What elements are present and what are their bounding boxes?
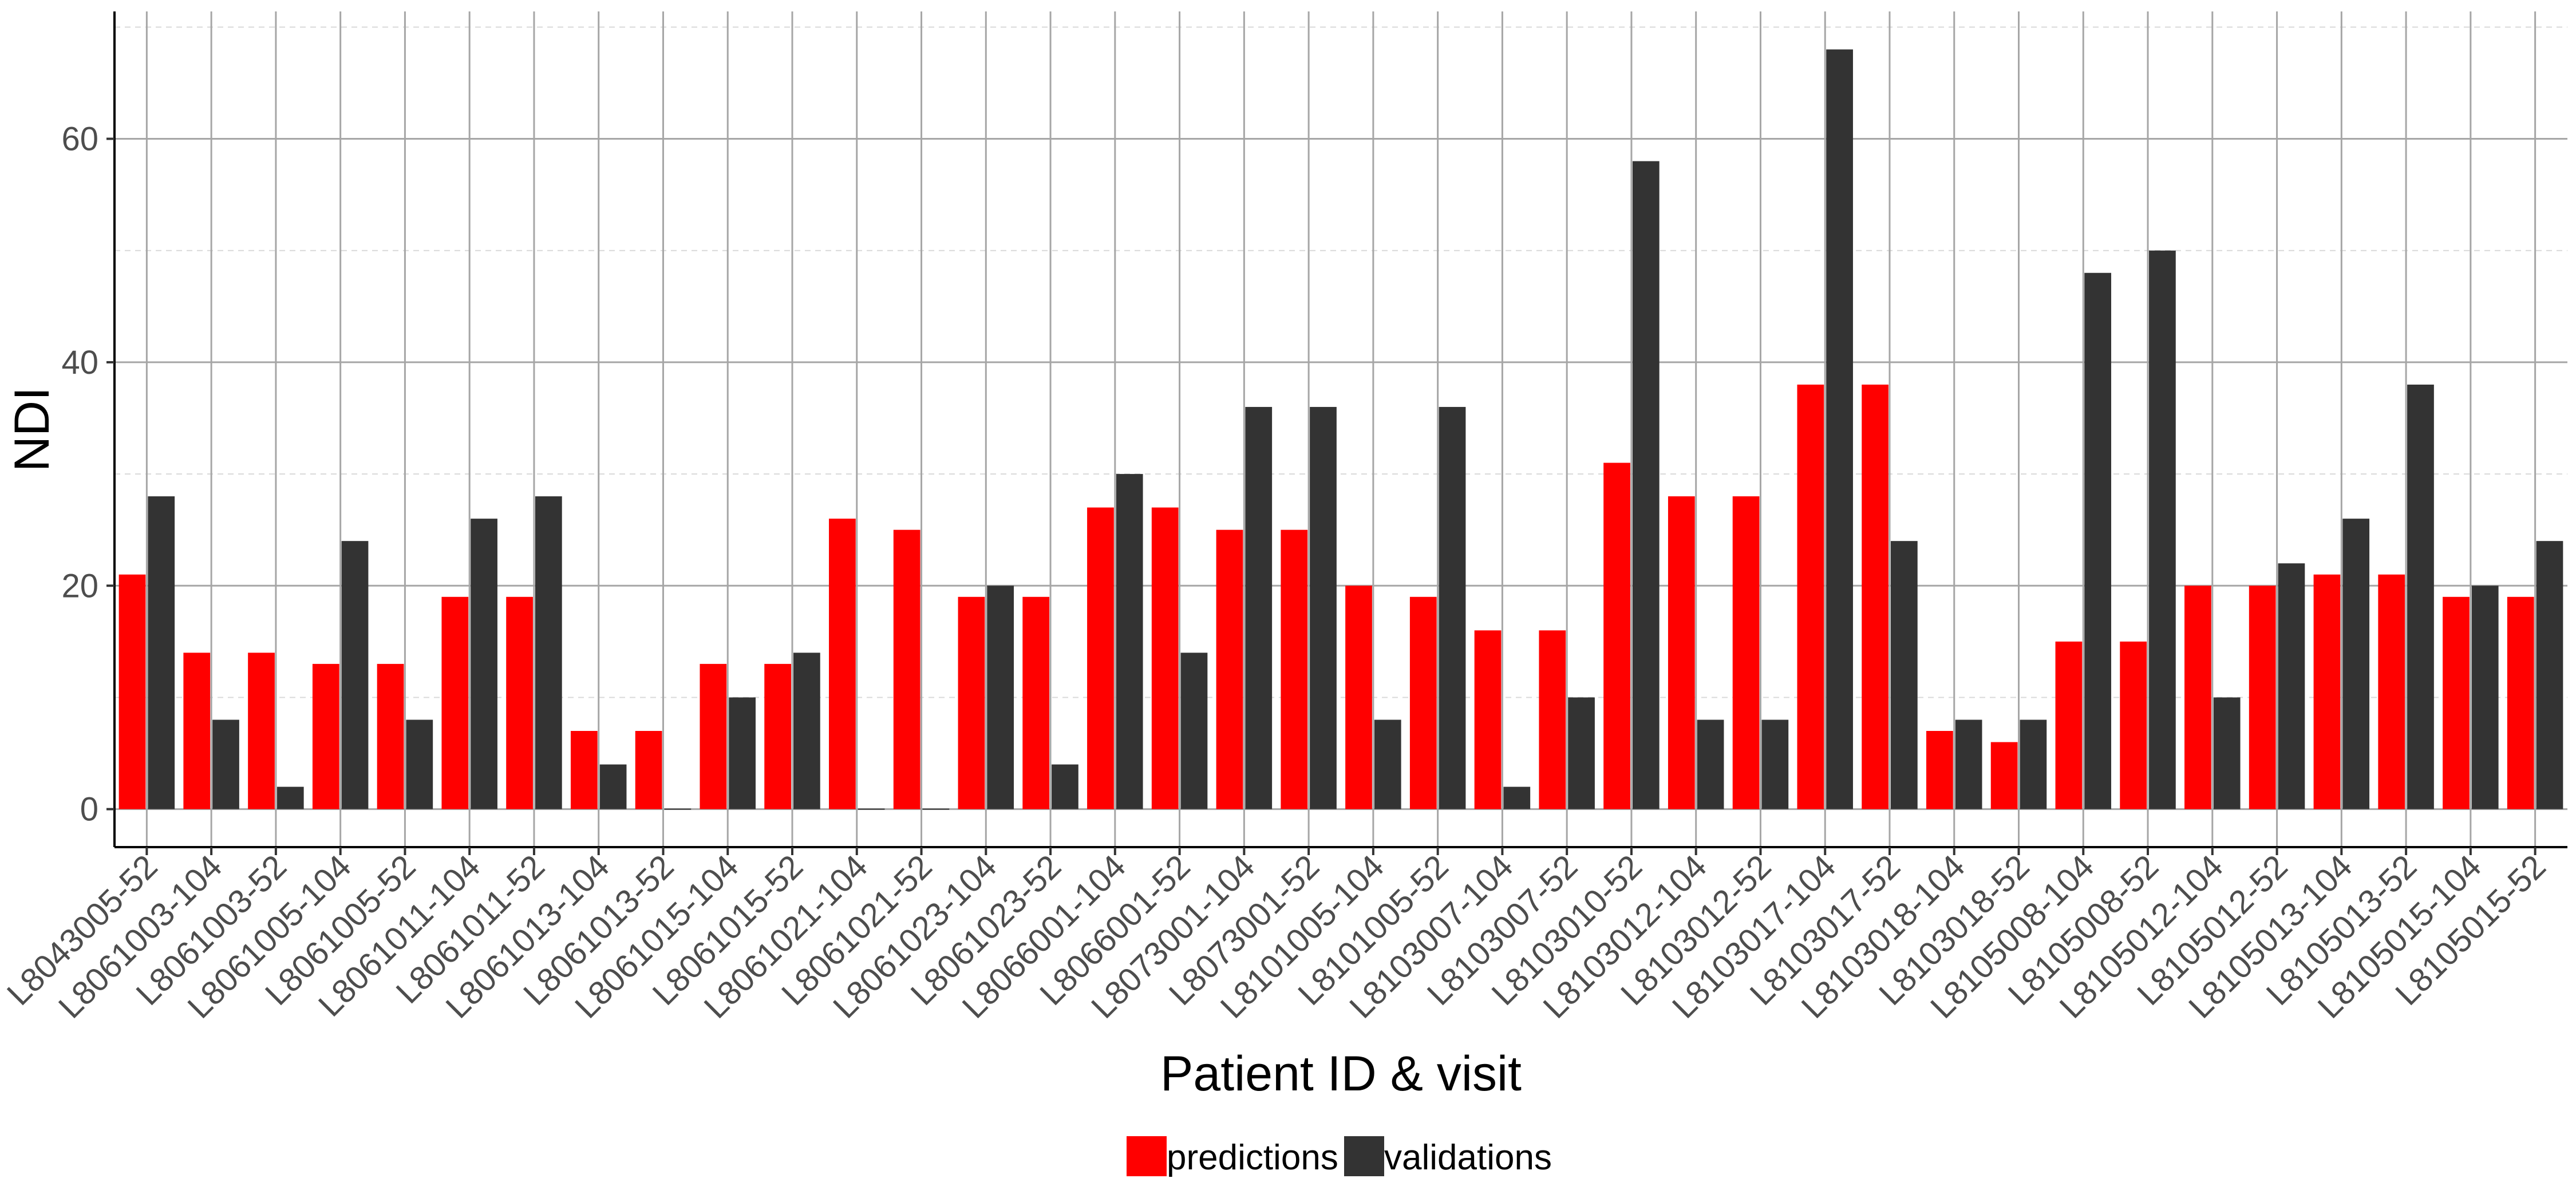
bar-validations-L8105015-52: [2536, 541, 2563, 809]
bar-validations-L8103012-104: [1697, 719, 1724, 809]
bar-predictions-L8103018-104: [1926, 731, 1953, 809]
bar-validations-L8103017-104: [1826, 49, 1853, 809]
bar-predictions-L8061023-104: [958, 596, 985, 809]
bar-predictions-L8061003-52: [248, 653, 275, 809]
legend: predictions validations: [1127, 1136, 1552, 1177]
bar-predictions-L8073001-104: [1216, 529, 1243, 809]
x-axis-ticks: L8043005-52L8061003-104L8061003-52L80610…: [0, 847, 2553, 1026]
bars: [118, 49, 2563, 810]
bar-validations-L8103010-52: [1632, 161, 1660, 809]
bar-validations-L8061005-52: [406, 719, 433, 809]
bar-validations-L8061011-104: [471, 519, 497, 809]
bar-validations-L8073001-52: [1310, 406, 1337, 809]
bar-validations-L8101005-104: [1374, 719, 1401, 809]
bar-predictions-L8105013-52: [2378, 574, 2405, 809]
bar-predictions-L8103012-104: [1668, 496, 1695, 809]
bar-predictions-L8061005-104: [312, 663, 339, 809]
bar-predictions-L8101005-52: [1409, 596, 1437, 809]
axes: [113, 11, 2567, 848]
legend-label-predictions: predictions: [1167, 1138, 1338, 1177]
bar-validations-L8061015-52: [793, 653, 820, 809]
bar-validations-L8061021-104: [858, 808, 885, 810]
bar-predictions-L8105013-104: [2313, 574, 2341, 809]
bar-validations-L8105013-52: [2407, 384, 2434, 809]
bar-predictions-L8105015-104: [2443, 596, 2470, 809]
bar-predictions-L8066001-52: [1151, 507, 1179, 809]
bar-validations-L8066001-104: [1116, 474, 1143, 809]
bar-predictions-L8103007-52: [1539, 630, 1566, 809]
y-axis-ticks: 0 20 40 60: [61, 121, 114, 828]
bar-validations-L8103018-52: [2020, 719, 2047, 809]
y-axis-title: NDI: [5, 387, 60, 472]
bar-predictions-L8061011-104: [441, 596, 469, 809]
bar-validations-L8105013-104: [2342, 519, 2370, 809]
bar-predictions-L8061023-52: [1022, 596, 1050, 809]
bar-validations-L8105008-104: [2084, 272, 2112, 809]
bar-validations-L8105012-104: [2213, 697, 2241, 809]
bar-predictions-L8103017-52: [1862, 384, 1888, 809]
bar-predictions-L8101005-104: [1345, 586, 1372, 809]
bar-predictions-L8073001-52: [1281, 529, 1308, 809]
y-tick-label: 40: [61, 344, 98, 381]
bar-validations-L8105012-52: [2278, 563, 2305, 809]
bar-validations-L8103012-52: [1761, 719, 1789, 809]
legend-key-validations: [1344, 1136, 1384, 1176]
bar-validations-L8103018-104: [1955, 719, 1982, 809]
bar-predictions-L8061013-52: [635, 731, 662, 809]
bar-validations-L8061011-52: [535, 496, 562, 809]
bar-validations-L8043005-52: [148, 496, 175, 809]
bar-predictions-L8061015-52: [764, 663, 792, 809]
bar-validations-L8073001-104: [1245, 406, 1273, 809]
bar-validations-L8066001-52: [1180, 653, 1208, 809]
bar-validations-L8103007-104: [1503, 786, 1531, 809]
bar-predictions-L8061011-52: [506, 596, 533, 809]
bar-predictions-L8061021-52: [893, 529, 920, 809]
bar-validations-L8061021-52: [922, 808, 950, 810]
bar-validations-L8103017-52: [1890, 541, 1918, 809]
bar-validations-L8061015-104: [729, 697, 756, 809]
bar-predictions-L8061013-104: [570, 731, 598, 809]
bar-predictions-L8103012-52: [1732, 496, 1760, 809]
bar-predictions-L8105012-104: [2184, 586, 2211, 809]
bar-validations-L8061003-52: [276, 786, 304, 809]
bar-predictions-L8103010-52: [1603, 462, 1630, 809]
bar-predictions-L8061015-104: [700, 663, 727, 809]
legend-key-predictions: [1127, 1136, 1167, 1176]
bar-predictions-L8103017-104: [1797, 384, 1824, 809]
bar-predictions-L8061005-52: [377, 663, 404, 809]
bar-validations-L8061023-104: [987, 586, 1014, 809]
bar-validations-L8061013-104: [599, 764, 627, 809]
bar-predictions-L8105008-104: [2055, 641, 2083, 809]
bar-predictions-L8061003-104: [183, 653, 211, 809]
bar-validations-L8061003-104: [212, 719, 239, 809]
bar-validations-L8103007-52: [1568, 697, 1595, 809]
bar-predictions-L8105015-52: [2507, 596, 2534, 809]
bar-predictions-L8043005-52: [118, 574, 146, 809]
bar-validations-L8061005-104: [341, 541, 369, 809]
legend-label-validations: validations: [1384, 1138, 1552, 1177]
grid-lines: [114, 11, 2567, 847]
bar-predictions-L8066001-104: [1087, 507, 1114, 809]
bar-validations-L8061023-52: [1052, 764, 1078, 809]
bar-validations-L8105008-52: [2149, 250, 2176, 809]
bar-validations-L8101005-52: [1439, 406, 1466, 809]
bar-predictions-L8061021-104: [829, 519, 856, 809]
y-tick-label: 60: [61, 121, 98, 158]
x-axis-title: Patient ID & visit: [1160, 1046, 1522, 1101]
y-tick-label: 0: [80, 791, 98, 828]
bar-validations-L8061013-52: [664, 808, 692, 810]
bar-predictions-L8103007-104: [1474, 630, 1502, 809]
y-tick-label: 20: [61, 567, 98, 604]
bar-validations-L8105015-104: [2471, 586, 2499, 809]
bar-predictions-L8105012-52: [2249, 586, 2276, 809]
bar-predictions-L8105008-52: [2120, 641, 2147, 809]
bar-predictions-L8103018-52: [1990, 742, 2018, 809]
